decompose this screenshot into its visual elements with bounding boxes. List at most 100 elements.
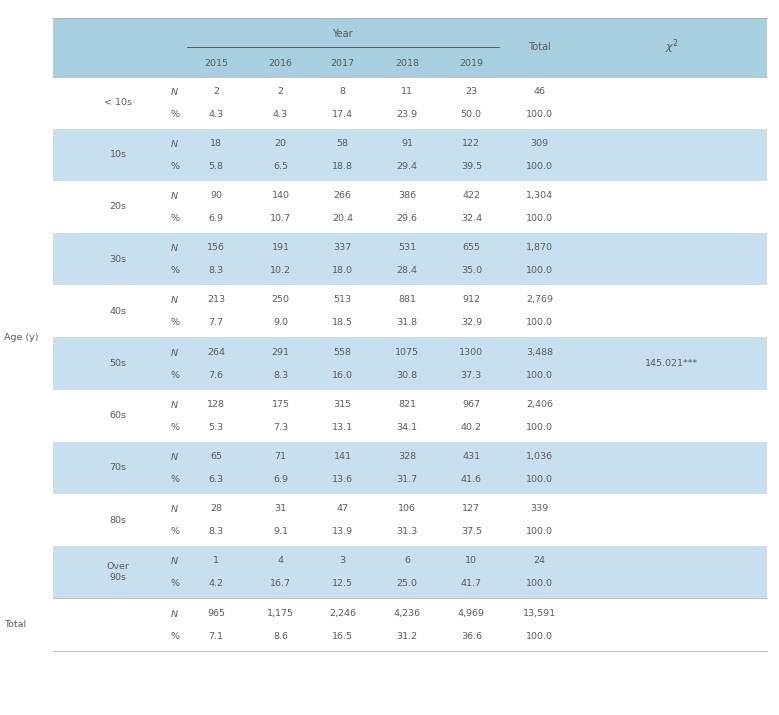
- Text: 145.021***: 145.021***: [645, 359, 699, 368]
- Text: $N$: $N$: [171, 399, 179, 410]
- Text: 13.9: 13.9: [332, 527, 354, 536]
- Text: $N$: $N$: [171, 503, 179, 514]
- Text: 127: 127: [462, 504, 481, 513]
- Text: 100.0: 100.0: [526, 370, 553, 380]
- Text: 1: 1: [213, 556, 219, 566]
- Text: 31.3: 31.3: [397, 527, 418, 536]
- Text: 100.0: 100.0: [526, 214, 553, 223]
- Text: %: %: [170, 109, 179, 119]
- Text: 3,488: 3,488: [526, 347, 553, 357]
- Text: 25.0: 25.0: [397, 579, 418, 588]
- Text: 8: 8: [340, 87, 346, 96]
- Text: < 10s: < 10s: [104, 98, 132, 107]
- Text: 91: 91: [401, 139, 413, 148]
- Text: %: %: [170, 318, 179, 327]
- Text: 967: 967: [462, 400, 481, 409]
- Text: 10s: 10s: [110, 150, 126, 159]
- Text: 2018: 2018: [395, 59, 419, 68]
- Text: 16.5: 16.5: [333, 631, 353, 641]
- Text: 2,246: 2,246: [330, 608, 356, 618]
- Text: 315: 315: [333, 400, 352, 409]
- Text: 36.6: 36.6: [460, 631, 482, 641]
- Text: 6.9: 6.9: [209, 214, 224, 223]
- Text: $N$: $N$: [171, 451, 179, 462]
- Text: 309: 309: [530, 139, 548, 148]
- Text: 10.2: 10.2: [270, 266, 291, 275]
- Text: $N$: $N$: [171, 608, 179, 618]
- Text: 80s: 80s: [110, 516, 126, 525]
- Text: 20s: 20s: [110, 202, 126, 212]
- Text: 2016: 2016: [269, 59, 292, 68]
- Text: 100.0: 100.0: [526, 631, 553, 641]
- Text: 8.6: 8.6: [273, 631, 288, 641]
- Text: 4: 4: [277, 556, 284, 566]
- Text: 90: 90: [210, 191, 222, 200]
- Text: 18: 18: [210, 139, 222, 148]
- Text: 29.4: 29.4: [397, 162, 418, 171]
- Text: 431: 431: [462, 452, 481, 461]
- Text: 39.5: 39.5: [460, 162, 482, 171]
- Text: 156: 156: [207, 243, 225, 252]
- Text: 16.7: 16.7: [270, 579, 291, 588]
- Text: 4,236: 4,236: [393, 608, 421, 618]
- Text: 9.0: 9.0: [273, 318, 288, 327]
- Text: 213: 213: [207, 295, 225, 305]
- Text: $N$: $N$: [171, 242, 179, 253]
- Text: 47: 47: [337, 504, 349, 513]
- Text: 31: 31: [274, 504, 287, 513]
- Text: Over
90s: Over 90s: [107, 562, 129, 583]
- Text: 13.6: 13.6: [332, 475, 354, 484]
- Text: 264: 264: [207, 347, 225, 357]
- Text: 1,870: 1,870: [526, 243, 553, 252]
- Bar: [53, 181, 767, 233]
- Text: 655: 655: [462, 243, 481, 252]
- Text: 32.9: 32.9: [460, 318, 482, 327]
- Text: 18.8: 18.8: [333, 162, 353, 171]
- Text: 34.1: 34.1: [397, 423, 418, 432]
- Text: 10.7: 10.7: [270, 214, 291, 223]
- Bar: [53, 18, 767, 77]
- Text: 6: 6: [404, 556, 410, 566]
- Text: 100.0: 100.0: [526, 109, 553, 119]
- Text: 37.5: 37.5: [460, 527, 482, 536]
- Text: %: %: [170, 162, 179, 171]
- Text: 100.0: 100.0: [526, 475, 553, 484]
- Bar: [53, 129, 767, 181]
- Text: 20.4: 20.4: [333, 214, 353, 223]
- Text: $N$: $N$: [171, 86, 179, 97]
- Text: %: %: [170, 527, 179, 536]
- Text: 70s: 70s: [110, 463, 126, 473]
- Text: 24: 24: [534, 556, 545, 566]
- Text: 140: 140: [271, 191, 290, 200]
- Text: %: %: [170, 266, 179, 275]
- Text: 100.0: 100.0: [526, 266, 553, 275]
- Text: 2: 2: [213, 87, 219, 96]
- Text: $N$: $N$: [171, 190, 179, 201]
- Text: 5.3: 5.3: [209, 423, 224, 432]
- Text: Total: Total: [528, 42, 551, 52]
- Text: %: %: [170, 423, 179, 432]
- Text: 339: 339: [530, 504, 548, 513]
- Text: 175: 175: [271, 400, 290, 409]
- Text: 386: 386: [398, 191, 416, 200]
- Text: 28.4: 28.4: [397, 266, 418, 275]
- Text: 41.6: 41.6: [461, 475, 481, 484]
- Bar: [53, 337, 767, 390]
- Bar: [53, 442, 767, 494]
- Text: 35.0: 35.0: [460, 266, 482, 275]
- Text: 266: 266: [333, 191, 352, 200]
- Text: 58: 58: [337, 139, 349, 148]
- Text: $N$: $N$: [171, 556, 179, 566]
- Text: 513: 513: [333, 295, 352, 305]
- Bar: [53, 494, 767, 546]
- Text: $N$: $N$: [171, 295, 179, 305]
- Text: 37.3: 37.3: [460, 370, 482, 380]
- Text: 2015: 2015: [204, 59, 228, 68]
- Text: 965: 965: [207, 608, 225, 618]
- Text: 4.3: 4.3: [273, 109, 288, 119]
- Text: 7.6: 7.6: [209, 370, 224, 380]
- Text: 29.6: 29.6: [397, 214, 418, 223]
- Text: 65: 65: [210, 452, 222, 461]
- Text: 50.0: 50.0: [461, 109, 481, 119]
- Text: 6.5: 6.5: [273, 162, 288, 171]
